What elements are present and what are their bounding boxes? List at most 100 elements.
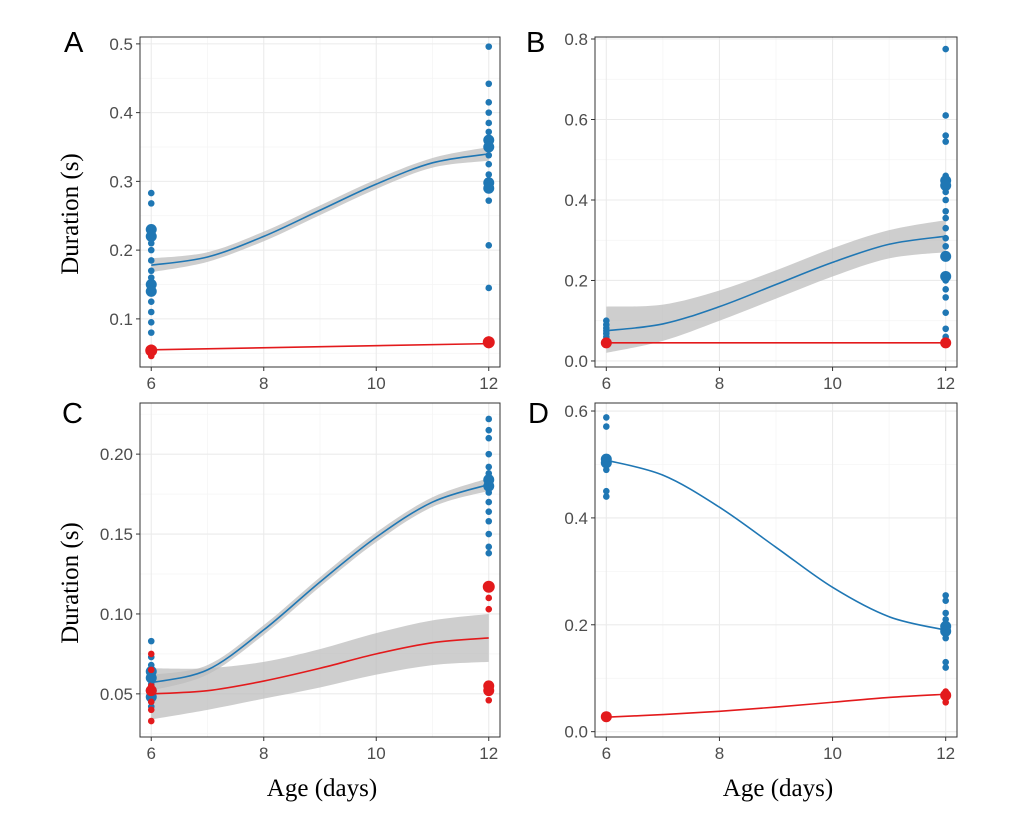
data-point-series-1	[603, 487, 610, 495]
data-point-series-1	[485, 489, 493, 496]
panel-label: A	[64, 27, 84, 59]
y-tick-label: 0.6	[564, 402, 588, 421]
x-tick-label: 12	[479, 374, 498, 393]
data-point-series-1	[485, 284, 493, 292]
y-tick-label: 0.4	[564, 509, 588, 528]
confidence-ribbon-2	[151, 613, 489, 720]
data-point-series-1	[942, 277, 949, 284]
y-tick-label: 0.3	[109, 172, 133, 191]
x-tick-label: 12	[936, 744, 955, 763]
data-point-series-1	[942, 325, 949, 333]
y-axis-title-top: Duration (s)	[57, 153, 84, 275]
y-tick-label: 0.2	[564, 271, 588, 290]
data-point-series-1	[940, 625, 952, 637]
data-point-series-1	[483, 141, 495, 153]
data-point-series-1	[485, 99, 493, 106]
data-point-series-1	[603, 423, 610, 430]
panel-c: 6 8 10 12 0.05 0.10 0.15 0.20 C	[62, 398, 501, 763]
x-axis-title-left: Age (days)	[267, 775, 377, 802]
data-point-series-2	[147, 698, 155, 706]
x-axis-title-right: Age (days)	[723, 775, 833, 802]
data-point-series-1	[942, 242, 949, 250]
data-point-series-1	[485, 517, 493, 525]
data-point-series-1	[485, 415, 493, 423]
data-point-series-1	[942, 616, 949, 623]
x-tick-label: 10	[823, 374, 842, 393]
data-point-series-1	[485, 171, 493, 178]
data-point-series-1	[942, 658, 949, 666]
y-tick-label: 0.0	[564, 352, 588, 371]
fit-line-series-1	[151, 153, 489, 267]
data-point-series-1	[485, 543, 493, 551]
data-point-series-2	[147, 706, 155, 714]
data-point-series-1	[147, 319, 155, 326]
fit-line-series-1	[151, 483, 489, 684]
x-tick-label: 12	[936, 374, 955, 393]
panel-label: B	[526, 27, 545, 59]
data-point-series-2	[485, 341, 493, 349]
data-point-series-1	[485, 450, 493, 458]
y-tick-label: 0.4	[109, 104, 133, 123]
data-point-series-1	[940, 250, 952, 262]
data-point-series-2	[145, 685, 157, 697]
data-point-series-1	[485, 242, 493, 249]
fit-line-series-1	[606, 459, 946, 631]
data-point-series-1	[147, 257, 155, 264]
data-point-series-2	[147, 717, 155, 725]
y-tick-label: 0.2	[564, 616, 588, 635]
x-tick-label: 8	[259, 374, 268, 393]
fit-line-series-2	[151, 637, 489, 695]
data-point-series-1	[147, 637, 155, 645]
data-point-series-2	[482, 580, 495, 593]
data-point-series-1	[485, 426, 493, 434]
x-tick-label: 8	[715, 374, 724, 393]
data-point-series-1	[147, 239, 155, 247]
y-tick-label: 0.5	[109, 35, 133, 54]
y-tick-label: 0.6	[564, 111, 588, 130]
panel-label: D	[528, 398, 549, 430]
panel-border	[594, 36, 958, 368]
data-point-series-1	[942, 609, 949, 617]
data-point-series-1	[483, 480, 495, 492]
data-point-series-1	[942, 132, 949, 139]
panel-border	[139, 402, 501, 738]
data-point-series-1	[485, 197, 493, 204]
data-point-series-1	[942, 45, 949, 53]
data-point-series-1	[942, 309, 949, 316]
y-axis-title-bottom: Duration (s)	[57, 522, 84, 644]
data-point-series-1	[147, 298, 155, 305]
data-point-series-1	[603, 466, 610, 474]
data-point-series-1	[485, 128, 493, 136]
data-point-series-1	[485, 109, 493, 116]
data-point-series-1	[942, 592, 949, 599]
data-point-series-1	[942, 188, 949, 196]
data-point-series-1	[940, 180, 952, 191]
data-point-series-1	[485, 160, 493, 168]
panel-border	[139, 36, 501, 368]
data-point-series-1	[942, 224, 949, 232]
data-point-series-1	[942, 112, 949, 119]
x-tick-label: 6	[147, 744, 156, 763]
data-point-series-1	[942, 664, 949, 671]
fit-line-series-2	[151, 342, 489, 351]
panel-border	[594, 402, 958, 738]
y-tick-label: 0.05	[100, 685, 133, 704]
y-tick-label: 0.20	[100, 445, 133, 464]
x-tick-label: 8	[259, 744, 268, 763]
data-point-series-2	[942, 698, 949, 706]
data-point-series-1	[147, 329, 155, 336]
panel-label: C	[62, 398, 83, 430]
data-point-series-1	[145, 285, 157, 297]
data-point-series-1	[485, 434, 493, 442]
data-point-series-1	[603, 493, 610, 500]
fit-line-series-2	[606, 693, 946, 719]
fit-line-series-1	[606, 235, 946, 332]
x-tick-label: 10	[367, 374, 386, 393]
y-tick-label: 0.2	[109, 241, 133, 260]
confidence-ribbon-1	[151, 478, 489, 691]
data-point-series-1	[603, 414, 610, 421]
data-point-series-1	[147, 246, 155, 254]
x-tick-label: 8	[715, 744, 724, 763]
panel-d: 6 8 10 12 0.0 0.2 0.4 0.6 D	[528, 398, 958, 763]
